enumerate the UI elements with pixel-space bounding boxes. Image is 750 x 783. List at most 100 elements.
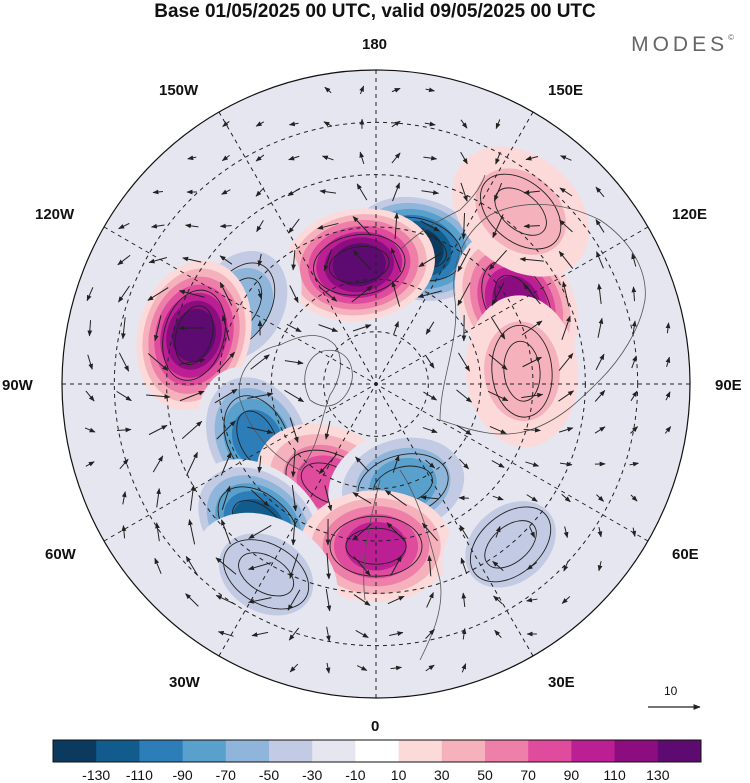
wind-arrow (184, 223, 199, 229)
wind-arrow (595, 186, 605, 198)
wind-arrow (631, 320, 637, 336)
latitude-circle (323, 331, 429, 437)
wind-arrow (121, 491, 127, 505)
wind-arrow (257, 455, 263, 473)
wind-arrow (631, 252, 637, 267)
wind-arrow (147, 287, 169, 301)
wind-arrow (150, 223, 165, 229)
wind-arrow (148, 257, 167, 264)
wind-arrow (523, 223, 540, 229)
wind-arrow (420, 220, 440, 232)
streamline-loop (174, 305, 214, 366)
colorbar-tick-label: -90 (172, 767, 193, 783)
wind-arrow (219, 281, 233, 306)
wind-arrow (596, 251, 604, 269)
wind-arrow (629, 461, 639, 467)
wind-arrow (391, 87, 401, 93)
colorbar (52, 739, 702, 763)
wind-arrow (291, 250, 296, 271)
wind-arrow (220, 451, 232, 476)
wind-arrow (423, 391, 438, 401)
colorbar-swatch (182, 740, 227, 762)
wind-arrow (523, 427, 541, 433)
wind-arrow (457, 248, 471, 273)
latitude-circle (218, 226, 534, 542)
wind-arrow (257, 253, 263, 267)
wind-arrow (288, 155, 300, 161)
wind-arrow (255, 187, 265, 197)
colorbar-frame (52, 739, 702, 763)
wind-arrow (181, 420, 203, 439)
wind-arrow (185, 593, 199, 607)
wind-arrow (492, 560, 504, 572)
wind-arrow (153, 315, 162, 342)
wind-arrow (559, 219, 573, 233)
colorbar-tick-label: 90 (563, 767, 580, 783)
wind-arrow (630, 494, 638, 502)
wind-arrow (291, 485, 298, 512)
wind-arrow (351, 285, 373, 303)
wind-arrow (355, 630, 369, 638)
colorbar-swatch (657, 740, 702, 762)
wind-arrow (562, 280, 570, 307)
map-title: Base 01/05/2025 00 UTC, valid 09/05/2025… (154, 1, 596, 22)
wind-arrow (289, 663, 299, 673)
colorbar-swatches (53, 740, 702, 762)
wind-arrow (525, 155, 539, 161)
wind-arrow (325, 588, 332, 612)
wind-arrow (558, 390, 575, 402)
land-outlines (238, 174, 646, 661)
wind-arrow (488, 354, 508, 370)
wind-arrow (427, 555, 433, 577)
wind-arrow (526, 494, 538, 502)
wind-arrow (215, 557, 237, 575)
colorbar-tick-label: -30 (302, 767, 323, 783)
wind-arrow (595, 353, 605, 371)
wind-arrow (523, 283, 541, 305)
colorbar-tick-label: -70 (215, 767, 236, 783)
wind-arrow (458, 352, 470, 372)
wind-arrow (353, 594, 371, 606)
wind-arrow (563, 560, 569, 572)
wind-arrow (216, 420, 236, 440)
wind-arrow (289, 553, 299, 579)
wind-vectors (84, 85, 672, 674)
label-60w: 60W (45, 546, 76, 563)
wind-arrow (525, 461, 540, 467)
wind-arrow (525, 597, 538, 603)
wind-arrow (523, 189, 541, 195)
wind-arrow (121, 317, 126, 340)
wind-arrow (559, 187, 573, 197)
wind-arrow (288, 627, 300, 641)
wind-arrow (461, 212, 467, 240)
wind-arrow (118, 285, 130, 303)
wind-arrow (118, 222, 130, 230)
wind-arrow (318, 286, 338, 302)
brand-name: MODES (631, 33, 729, 56)
colorbar-swatch (225, 740, 270, 762)
colorbar-swatch (485, 740, 529, 762)
anomaly-center-10 (300, 490, 452, 603)
wind-arrow (488, 249, 508, 271)
wind-arrow (323, 249, 333, 272)
wind-arrow (187, 155, 197, 161)
colorbar-swatch (614, 740, 659, 762)
wind-arrow (182, 256, 202, 263)
wind-arrow (217, 351, 235, 373)
wind-arrow (188, 519, 196, 545)
wind-arrow (324, 420, 331, 440)
wind-arrow (85, 461, 95, 467)
wind-arrow (356, 183, 368, 201)
wind-arrow (495, 525, 501, 538)
wind-arrow (491, 460, 505, 468)
wind-arrow (387, 595, 405, 605)
wind-arrow (255, 154, 265, 162)
wind-arrow (288, 121, 299, 127)
colorbar-swatch (139, 740, 184, 762)
wind-arrow (317, 222, 339, 230)
wind-arrow (219, 223, 232, 229)
wind-arrow (560, 155, 572, 161)
label-60e: 60E (672, 546, 699, 563)
wind-arrow (494, 629, 502, 639)
colorbar-swatch (53, 740, 97, 762)
